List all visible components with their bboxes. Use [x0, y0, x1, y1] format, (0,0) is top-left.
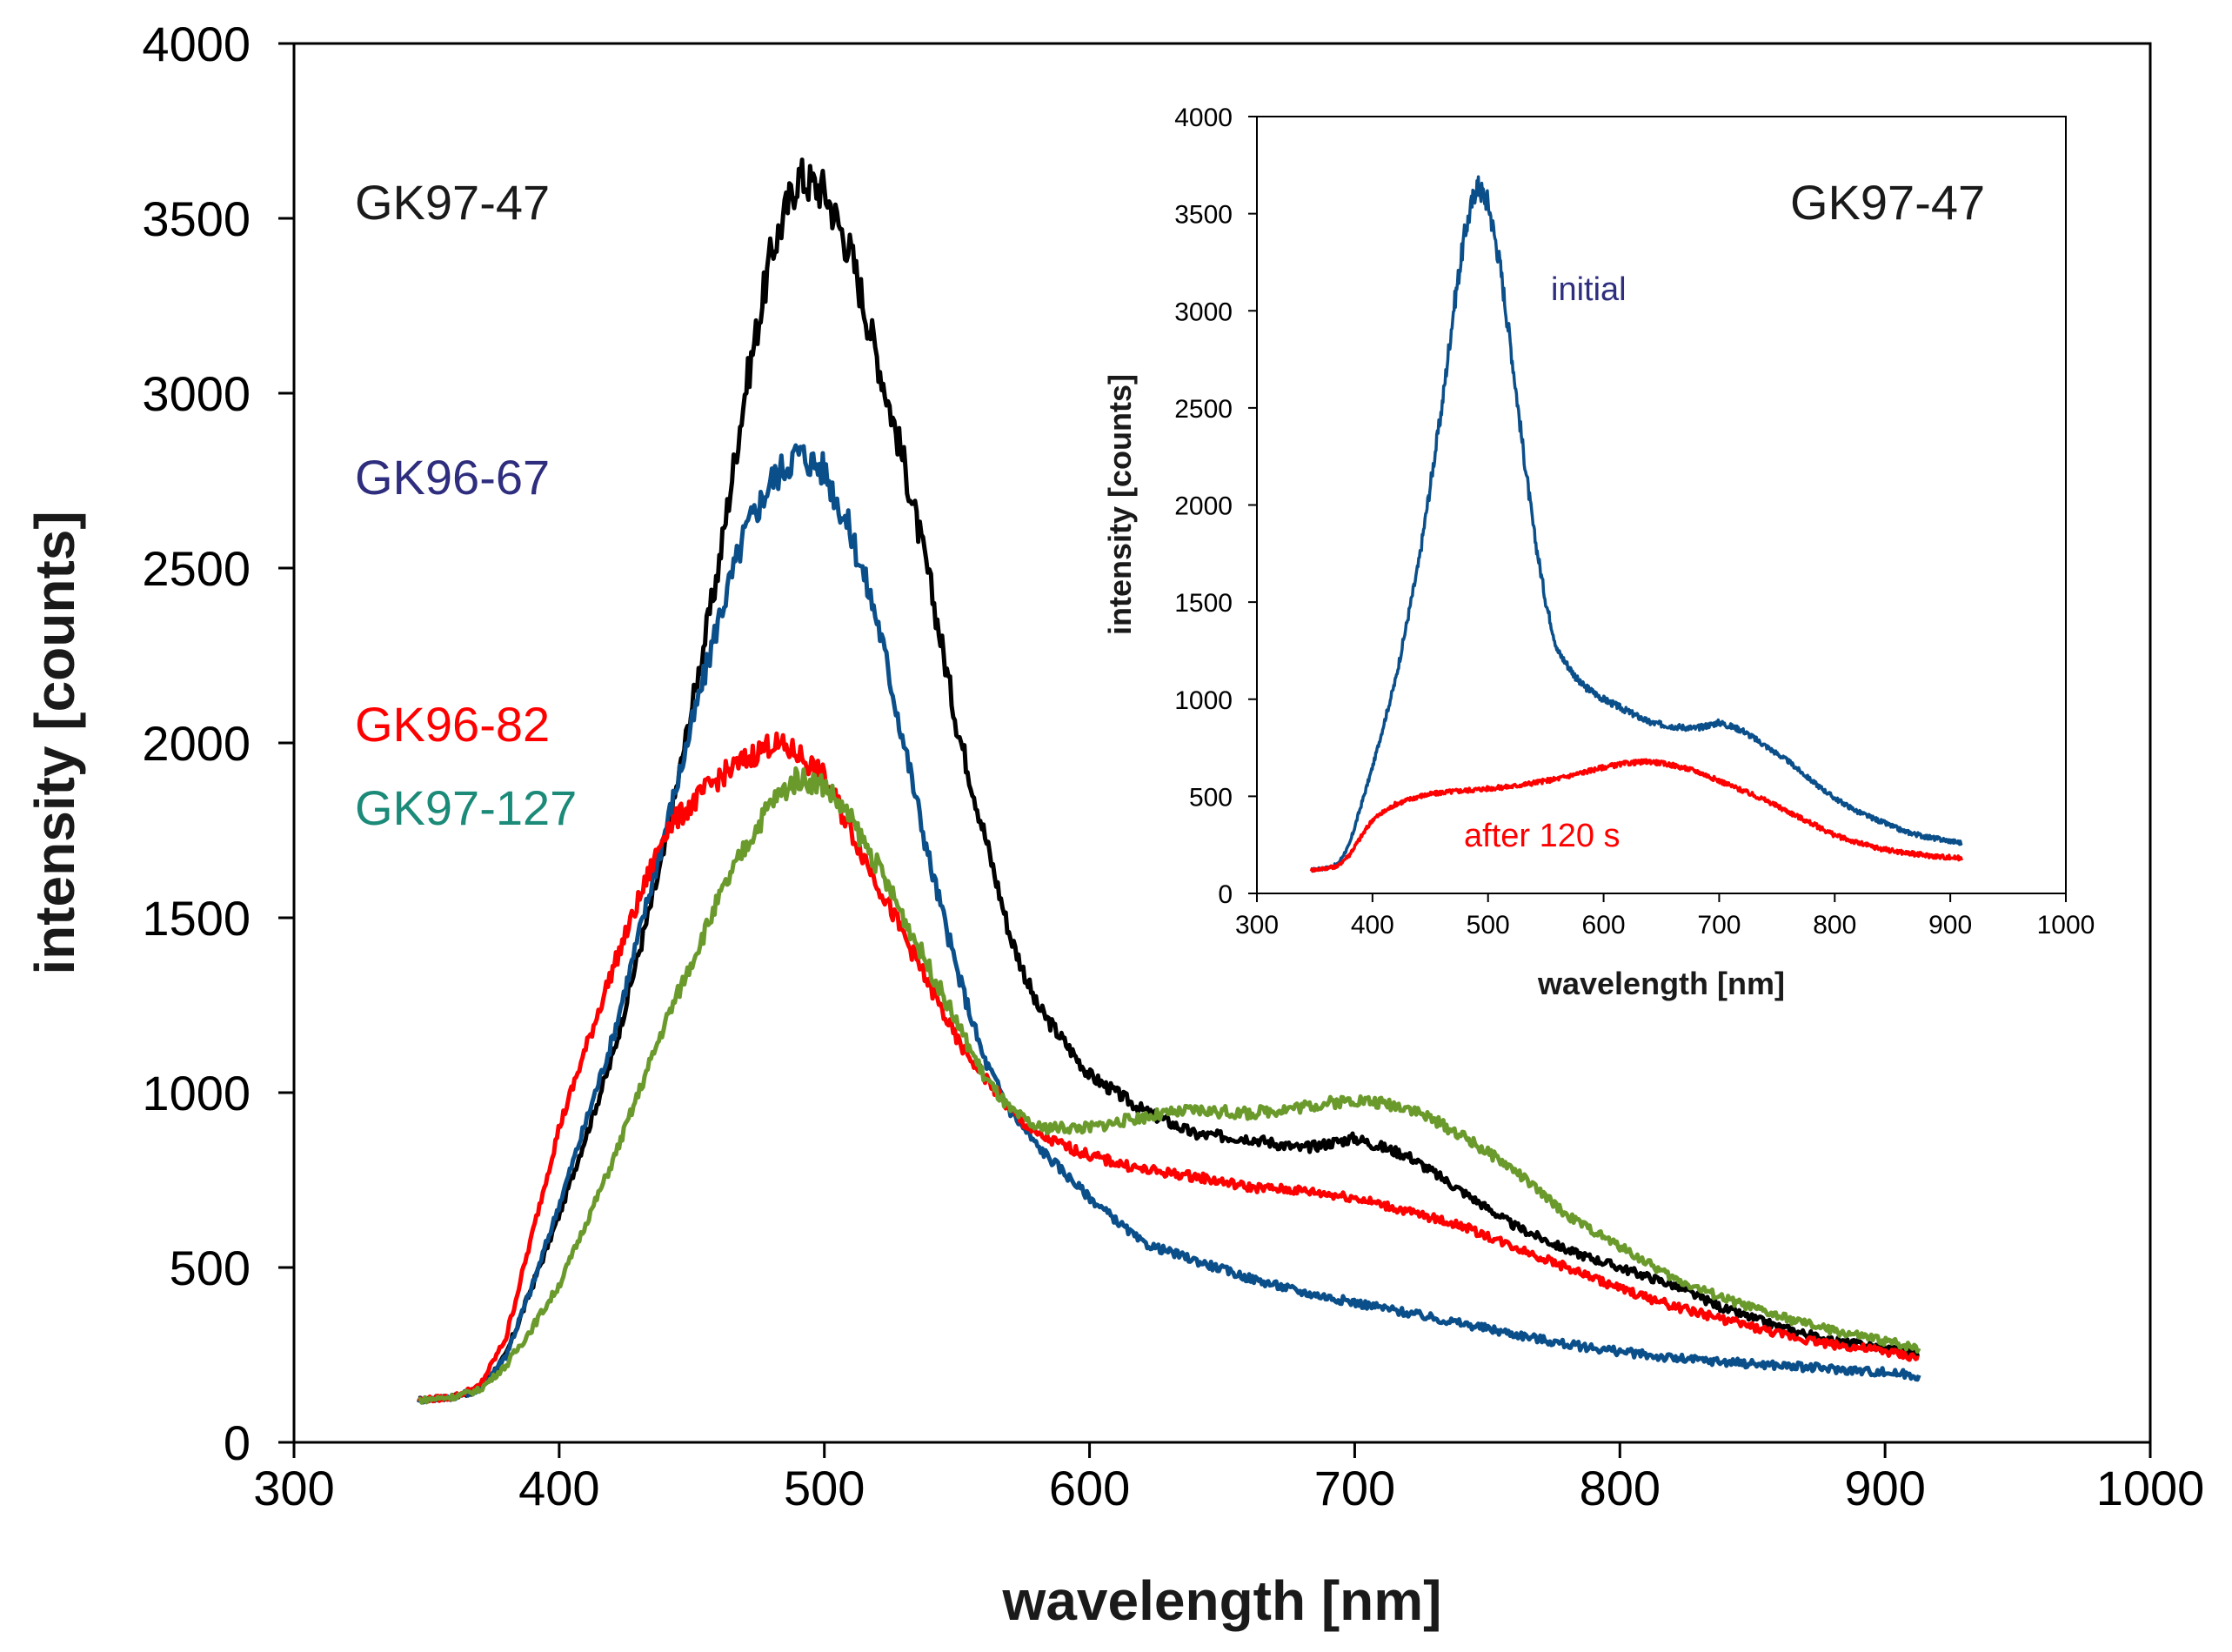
x-tick-label: 400: [518, 1461, 599, 1515]
y-tick-label: 2000: [1174, 492, 1233, 521]
main-y-ticks: 0 500 1000 1500 2000 2500 3000 3500 4000: [142, 17, 294, 1470]
y-tick-label: 0: [224, 1415, 251, 1470]
inset-x-ticks: 300 400 500 600 700 800 900 1000: [1235, 893, 2095, 940]
x-tick-label: 900: [1928, 911, 1972, 940]
x-tick-label: 800: [1580, 1461, 1661, 1515]
main-x-ticks: 300 400 500 600 700 800 900 1000: [253, 1442, 2204, 1515]
label-gk97-47: GK97-47: [355, 175, 550, 230]
y-tick-label: 3500: [142, 191, 251, 246]
inset-title: GK97-47: [1790, 175, 1985, 230]
x-tick-label: 400: [1351, 911, 1394, 940]
inset-series-group: [1309, 175, 1963, 873]
y-tick-label: 4000: [142, 17, 251, 71]
label-initial: initial: [1551, 271, 1627, 308]
y-tick-label: 3000: [1174, 298, 1233, 326]
y-tick-label: 4000: [1174, 104, 1233, 132]
label-after-120s: after 120 s: [1464, 818, 1621, 854]
x-tick-label: 500: [1467, 911, 1510, 940]
main-y-axis-title: intensity [counts]: [23, 511, 86, 974]
series-line-gk97-127: [418, 766, 1921, 1405]
y-tick-label: 2500: [142, 541, 251, 596]
x-tick-label: 700: [1697, 911, 1741, 940]
series-line-initial: [1310, 175, 1963, 873]
x-tick-label: 800: [1813, 911, 1856, 940]
y-tick-label: 3500: [1174, 201, 1233, 230]
inset-y-axis-title: intensity [counts]: [1102, 374, 1138, 635]
x-tick-label: 900: [1844, 1461, 1925, 1515]
y-tick-label: 3000: [142, 366, 251, 421]
y-tick-label: 0: [1218, 880, 1233, 909]
y-tick-label: 1000: [142, 1066, 251, 1120]
x-tick-label: 600: [1582, 911, 1626, 940]
inset-x-axis-title: wavelength [nm]: [1537, 966, 1785, 1001]
inset-chart: 300 400 500 600 700 800 900 1000 0 500 1000 1500 20…: [1100, 81, 2095, 1029]
label-gk97-127: GK97-127: [355, 780, 577, 835]
y-tick-label: 1500: [142, 891, 251, 946]
series-line-gk96-82: [417, 731, 1920, 1405]
main-chart: 300 400 500 600 700 800 900 1000 0 500 1000 1500 20…: [23, 17, 2204, 1632]
x-tick-label: 600: [1049, 1461, 1130, 1515]
x-tick-label: 300: [1235, 911, 1279, 940]
series-line-after-120-s: [1309, 758, 1963, 873]
y-tick-label: 500: [1189, 783, 1233, 812]
x-tick-label: 1000: [2096, 1461, 2205, 1515]
label-gk96-82: GK96-82: [355, 697, 550, 752]
y-tick-label: 500: [170, 1241, 251, 1295]
main-x-axis-title: wavelength [nm]: [1002, 1569, 1442, 1632]
x-tick-label: 300: [253, 1461, 334, 1515]
y-tick-label: 1000: [1174, 686, 1233, 715]
x-tick-label: 1000: [2037, 911, 2095, 940]
series-line-gk96-67: [416, 443, 1921, 1405]
main-series-group: [416, 157, 1921, 1405]
x-tick-label: 700: [1314, 1461, 1395, 1515]
y-tick-label: 1500: [1174, 589, 1233, 618]
x-tick-label: 500: [784, 1461, 865, 1515]
label-gk96-67: GK96-67: [355, 450, 550, 505]
y-tick-label: 2500: [1174, 395, 1233, 424]
inset-y-ticks: 0 500 1000 1500 2000 2500 3000 3500 4000: [1174, 104, 1257, 909]
inset-background: [1100, 81, 2088, 1029]
y-tick-label: 2000: [142, 716, 251, 771]
